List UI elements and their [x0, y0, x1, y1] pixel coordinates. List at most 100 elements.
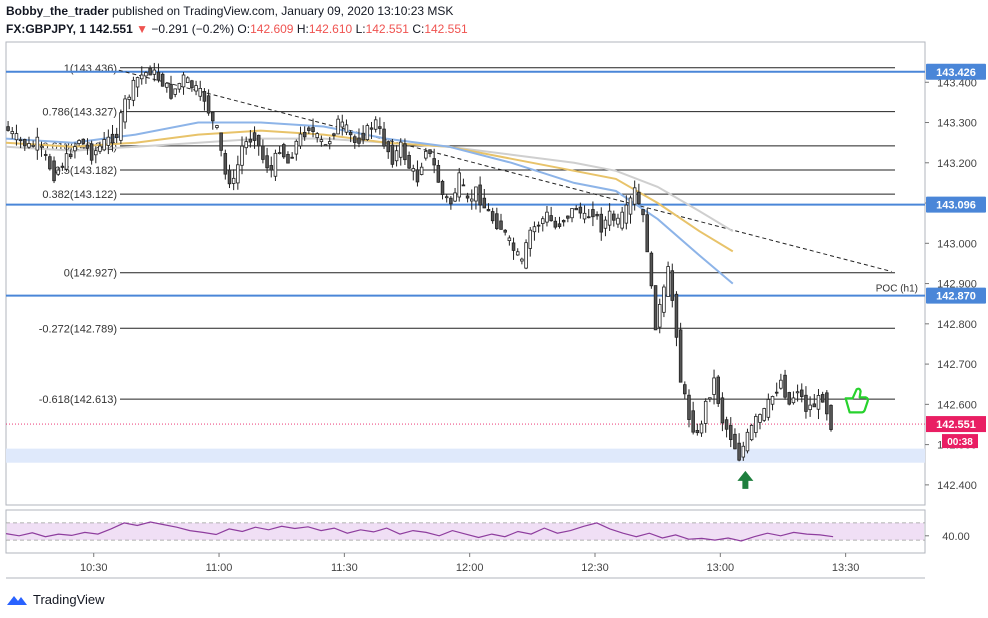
candle [327, 136, 332, 150]
candle-body [206, 95, 211, 114]
candle [152, 62, 157, 82]
candle-body [140, 74, 144, 80]
candle-body [6, 126, 10, 131]
candle-body [674, 293, 679, 338]
candle-body [23, 139, 27, 147]
candle [353, 134, 357, 149]
candle [612, 210, 616, 227]
footer-brand[interactable]: TradingView [6, 592, 105, 607]
candle-body [528, 229, 533, 249]
candle [541, 216, 545, 232]
price-tick-label: 143.000 [937, 238, 977, 250]
candle-body [440, 180, 445, 195]
candle [77, 139, 81, 146]
candle [699, 420, 704, 437]
candle [561, 219, 566, 227]
candle [653, 285, 658, 331]
candle-body [612, 213, 616, 221]
candle-body [457, 172, 461, 198]
candle [14, 124, 19, 146]
candle [31, 140, 35, 148]
candle [52, 156, 56, 184]
candle-body [131, 79, 136, 101]
poc-label: POC (h1) [876, 284, 918, 295]
level-price-tag [926, 287, 986, 304]
candle-body [256, 134, 261, 147]
symbol-label[interactable]: FX:GBPJPY, 1 [6, 22, 87, 36]
candle-body [378, 126, 382, 129]
fib-level-label: 0(142.927) [64, 268, 117, 280]
candle-body [394, 150, 399, 162]
candle-body [369, 127, 374, 130]
candle-body [77, 140, 81, 144]
candle-body [302, 131, 307, 138]
candle-body [340, 121, 345, 128]
last-price: 142.551 [89, 22, 133, 36]
candle-body [787, 392, 791, 405]
candle [215, 124, 219, 130]
candle [369, 121, 374, 139]
trendline [118, 69, 892, 272]
candle-body [470, 198, 474, 202]
candle-body [269, 165, 274, 171]
candle [378, 117, 382, 135]
fib-level-label: 0.5(143.182) [55, 165, 117, 177]
candle [444, 194, 449, 203]
candle [261, 139, 265, 164]
up-arrow-icon [737, 470, 754, 489]
candle [724, 416, 729, 438]
candle [599, 207, 604, 241]
author-name[interactable]: Bobby_the_trader [6, 4, 109, 18]
candle [173, 88, 177, 98]
candle-body [252, 132, 257, 141]
candle [628, 195, 633, 224]
candle [620, 206, 624, 231]
candle-body [586, 216, 591, 219]
candle [194, 80, 198, 96]
candle [27, 136, 31, 149]
candle-body [64, 153, 69, 170]
candle [10, 127, 15, 139]
candle [135, 76, 140, 97]
candle-body [637, 191, 641, 205]
candle [549, 206, 553, 222]
candle-body [720, 397, 725, 424]
candle [390, 138, 395, 168]
candle [403, 138, 407, 165]
candle [244, 136, 248, 155]
candle [211, 111, 215, 130]
candle [131, 76, 136, 107]
candle [68, 149, 73, 160]
candle [81, 138, 86, 144]
candle-body [185, 77, 190, 84]
candle-body [662, 286, 666, 313]
candle-body [236, 164, 240, 184]
candle [119, 109, 123, 144]
chart-header-title: Bobby_the_trader published on TradingVie… [6, 4, 453, 18]
candle-body [43, 154, 48, 156]
candle [453, 187, 457, 203]
candle-body [578, 206, 583, 214]
candle [382, 121, 386, 149]
candle [745, 428, 750, 454]
price-tick-label: 142.600 [937, 399, 977, 411]
candle [632, 180, 637, 211]
candle [674, 291, 679, 347]
candle [499, 213, 503, 230]
candle [85, 138, 90, 155]
candle [574, 205, 578, 211]
time-tick-label: 12:00 [456, 562, 484, 574]
time-tick-label: 13:00 [707, 562, 735, 574]
candle [323, 144, 328, 147]
candle [749, 423, 754, 442]
candle-body [482, 197, 487, 209]
candle [737, 433, 741, 462]
candle [98, 141, 102, 154]
candle-body [31, 144, 35, 147]
candle [657, 298, 662, 334]
candle-body [344, 124, 349, 133]
candle-body [829, 404, 833, 430]
candle [829, 404, 833, 432]
candle-body [14, 133, 19, 141]
